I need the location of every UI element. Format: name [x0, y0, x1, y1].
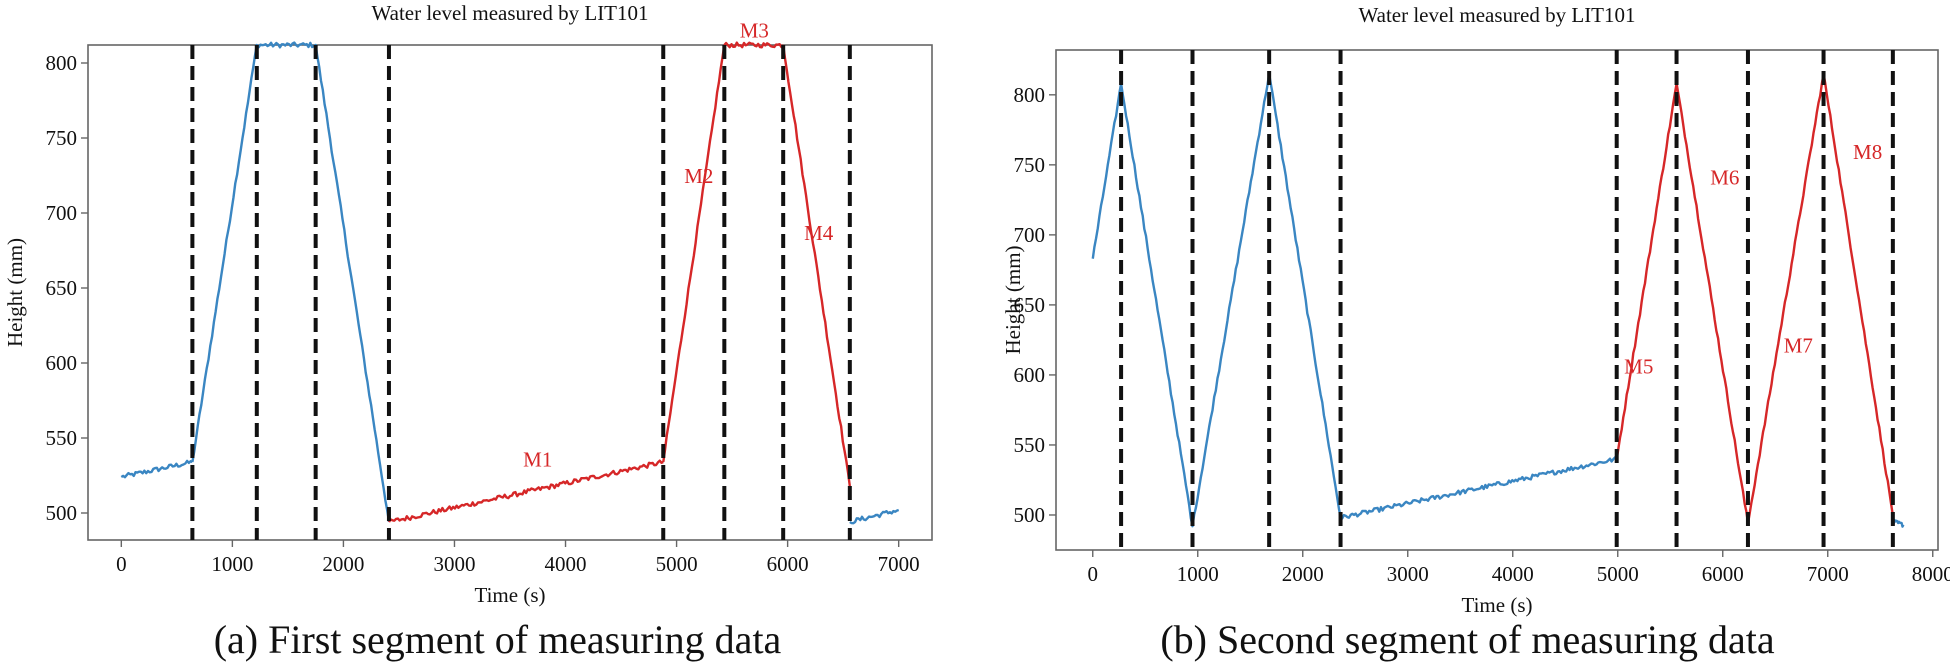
series-line-M1 — [387, 459, 664, 523]
chart-a: Water level measured by LIT101 0 1000 2000 3… — [3, 1, 933, 607]
series-line-M8 — [1822, 73, 1894, 516]
segment-label-M1: M1 — [523, 448, 552, 472]
x-tick-label: 7000 — [1807, 562, 1849, 586]
x-tick-label: 5000 — [656, 552, 698, 576]
x-tick-label: 3000 — [1387, 562, 1429, 586]
panel-a: Water level measured by LIT101 0 1000 2000 3… — [3, 1, 933, 660]
x-tick-label: 8000 — [1912, 562, 1950, 586]
chart-title-a: Water level measured by LIT101 — [371, 1, 648, 25]
x-axis-label-b: Time (s) — [1462, 593, 1533, 617]
x-tick-label: 6000 — [1702, 562, 1744, 586]
x-tick-label: 0 — [1088, 562, 1099, 586]
series-line-M4 — [782, 44, 851, 487]
segment-label-M5: M5 — [1624, 355, 1653, 379]
y-tick-label: 500 — [1014, 503, 1046, 527]
x-axis-label-a: Time (s) — [475, 583, 546, 607]
y-tick-label: 600 — [46, 351, 78, 375]
x-tick-label: 1000 — [1177, 562, 1219, 586]
series-line-normal-3 — [849, 508, 900, 525]
panel-b: Water level measured by LIT101 0 1000 2000 3… — [975, 0, 1950, 671]
series-line-M3 — [723, 41, 785, 49]
segment-label-M8: M8 — [1853, 140, 1882, 164]
series-line-normal-2 — [1340, 456, 1618, 520]
x-tick-label: 0 — [116, 552, 127, 576]
x-tick-label: 6000 — [767, 552, 809, 576]
segment-label-M7: M7 — [1784, 334, 1813, 358]
series-line-normal-1 — [1091, 72, 1342, 528]
y-axis-label-b: Height (mm) — [1001, 245, 1025, 354]
plot-frame-b — [1055, 49, 1939, 551]
x-tick-label: 3000 — [433, 552, 475, 576]
y-tick-label: 550 — [46, 426, 78, 450]
segment-label-M6: M6 — [1710, 165, 1739, 189]
y-tick-label: 750 — [46, 126, 78, 150]
segment-label-M4: M4 — [804, 221, 834, 245]
x-tick-label: 2000 — [322, 552, 364, 576]
y-tick-label: 650 — [1014, 293, 1046, 317]
x-tick-label: 5000 — [1597, 562, 1639, 586]
segment-label-M2: M2 — [684, 164, 713, 188]
x-tick-label: 4000 — [545, 552, 587, 576]
series-line-normal-2 — [191, 41, 391, 523]
y-tick-label: 700 — [46, 201, 78, 225]
y-tick-label: 700 — [1014, 223, 1046, 247]
y-tick-label: 800 — [46, 51, 78, 75]
y-tick-label: 500 — [46, 501, 78, 525]
caption-a: (a) First segment of measuring data — [213, 617, 782, 662]
series-line-M7 — [1746, 73, 1825, 524]
x-tick-label: 2000 — [1282, 562, 1324, 586]
y-tick-label: 550 — [1014, 433, 1046, 457]
series-line-normal-1 — [120, 459, 193, 479]
y-tick-label: 650 — [46, 276, 78, 300]
y-tick-label: 750 — [1014, 153, 1046, 177]
segment-label-M3: M3 — [740, 19, 769, 43]
x-tick-label: 4000 — [1492, 562, 1534, 586]
chart-title-b: Water level measured by LIT101 — [1358, 3, 1635, 27]
plot-frame-a — [87, 44, 933, 541]
y-axis-label-a: Height (mm) — [3, 238, 27, 347]
x-tick-label: 1000 — [211, 552, 253, 576]
series-line-M6 — [1675, 83, 1750, 524]
caption-b: (b) Second segment of measuring data — [1160, 617, 1775, 662]
x-tick-label: 7000 — [878, 552, 920, 576]
y-tick-label: 600 — [1014, 363, 1046, 387]
series-line-M2 — [662, 44, 726, 463]
chart-b: Water level measured by LIT101 0 1000 2000 3… — [1001, 3, 1950, 617]
series-line-M5 — [1615, 83, 1678, 460]
y-tick-label: 800 — [1014, 83, 1046, 107]
